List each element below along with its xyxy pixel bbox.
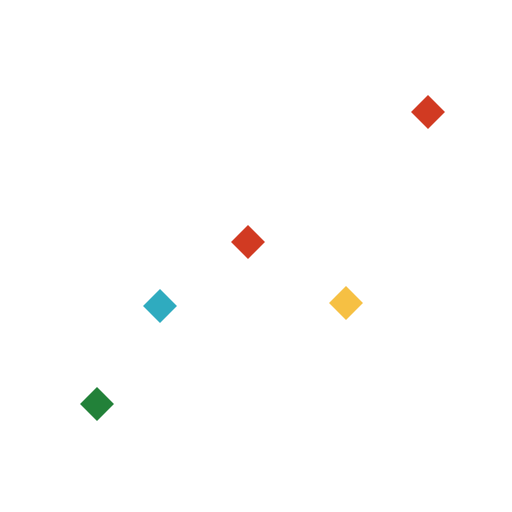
diamond-green bbox=[80, 387, 114, 421]
diamond-red-middle bbox=[231, 225, 265, 259]
diamond-yellow bbox=[329, 286, 363, 320]
diamond-teal bbox=[143, 289, 177, 323]
diamond-red-top bbox=[411, 95, 445, 129]
